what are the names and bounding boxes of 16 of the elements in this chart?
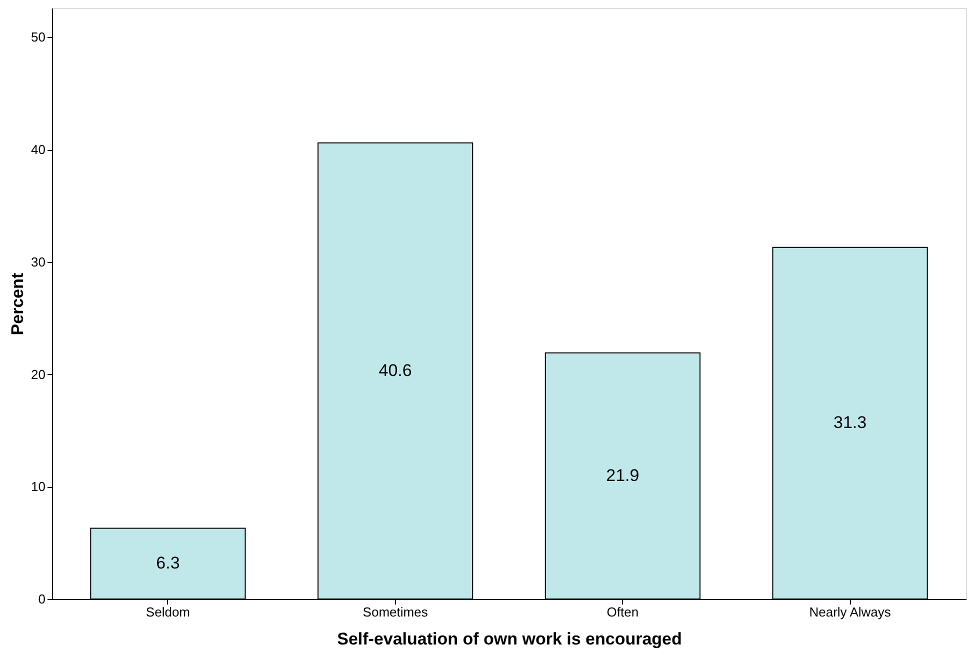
y-tick-label: 10 [31,479,46,494]
data-label: 21.9 [606,466,640,485]
data-label: 31.3 [834,413,867,432]
data-label: 6.3 [156,554,180,573]
y-tick-label: 30 [31,254,46,270]
x-tick-label: Seldom [146,604,190,620]
x-tick-label: Nearly Always [809,604,892,620]
y-tick-label: 50 [31,30,46,45]
data-label: 40.6 [378,360,412,380]
x-tick-label: Often [606,604,639,620]
y-tick-label: 0 [38,592,46,606]
y-tick-label: 20 [31,366,46,382]
y-tick-label: 40 [31,142,46,158]
x-axis-title: Self-evaluation of own work is encouraged [337,630,682,648]
x-tick-label: Sometimes [362,604,428,620]
y-axis-title: Percent [8,272,28,336]
